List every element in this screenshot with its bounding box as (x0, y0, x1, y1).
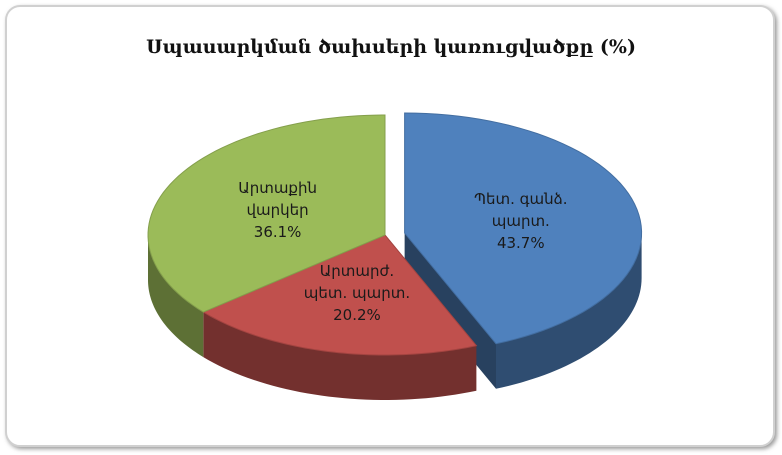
slice-side (495, 233, 642, 389)
slice-side (203, 312, 477, 400)
slice-side (148, 235, 204, 358)
category-label: Արտարժ. պետ. պարտ. (303, 262, 411, 303)
slice (147, 114, 386, 313)
value-label: 36.1% (253, 222, 302, 241)
category-label: Արտաքին վարկեր (238, 178, 317, 219)
slice-label: Արտարժ. պետ. պարտ. 20.2% (297, 260, 417, 326)
slice-label: Արտաքին վարկեր 36.1% (218, 177, 338, 243)
value-label: 43.7% (496, 234, 545, 253)
value-label: 20.2% (333, 306, 381, 325)
slice (202, 234, 478, 356)
category-label: Պետ. գանձ. պարտ. (474, 190, 568, 231)
chart-title: Սպասարկման ծախսերի կառուցվածքը (%) (146, 36, 636, 58)
slice (404, 112, 643, 345)
slice-label: Պետ. գանձ. պարտ. 43.7% (461, 188, 581, 254)
